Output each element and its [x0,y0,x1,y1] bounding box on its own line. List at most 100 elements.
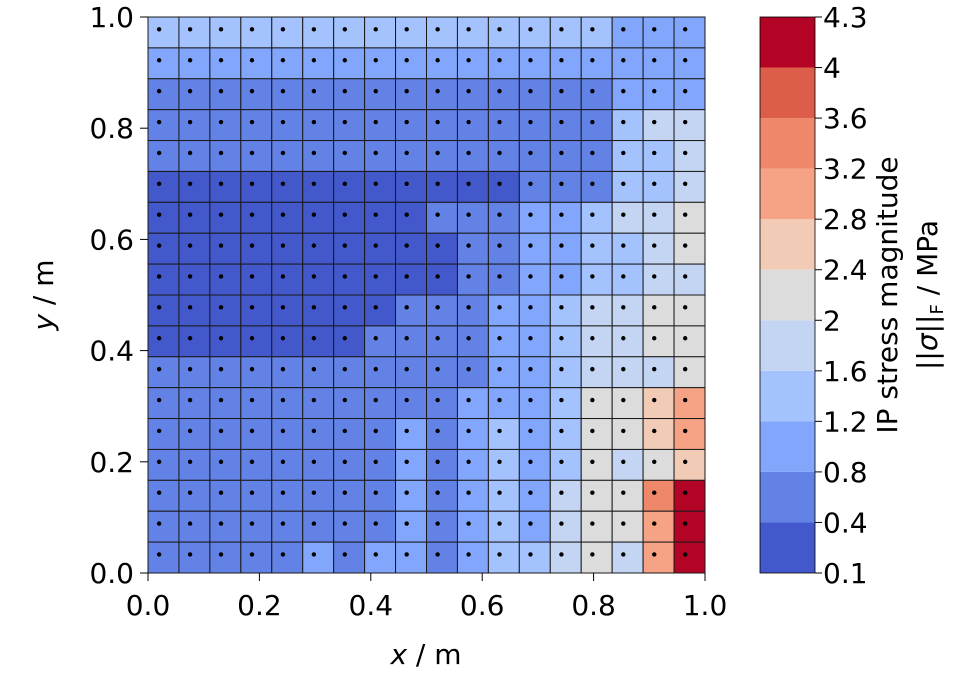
mesh-node [373,150,378,156]
heatmap-cell [642,387,675,420]
heatmap-cell [240,16,273,49]
mesh-node [218,88,224,94]
heatmap-cell [333,510,366,543]
colorbar: 0.1 0.4 0.8 1.2 1.6 2 2.4 2.8 3.2 3.6 4 4.3 [759,1,868,590]
heatmap-cell [611,78,644,111]
heatmap-cell [673,201,706,234]
mesh-node [497,366,502,372]
heatmap-cell [240,294,273,327]
heatmap-cell [209,232,242,265]
heatmap-cell [673,232,706,265]
heatmap-cell [147,418,180,450]
mesh-node [497,181,502,186]
heatmap-cell [271,140,304,172]
mesh-node [156,150,162,156]
heatmap-cell [487,356,520,389]
heatmap-cell [209,140,242,172]
mesh-node [621,521,626,526]
mesh-node [435,397,440,403]
mesh-node [435,58,440,63]
mesh-node [497,490,502,495]
heatmap-cell [611,325,644,358]
mesh-node [435,459,440,464]
heatmap-cell [302,294,335,327]
mesh-node [497,27,502,32]
mesh-node [590,181,595,186]
heatmap-cell [395,78,427,111]
heatmap-cell [271,294,304,327]
mesh-node [652,366,657,372]
heatmap-cell [395,356,427,389]
heatmap-cell [364,294,397,327]
heatmap-cell [364,78,397,111]
mesh-node [249,274,255,279]
mesh-node [218,397,224,403]
heatmap-cell [209,541,242,574]
heatmap-cell [518,541,551,574]
heatmap-cell [364,263,397,296]
mesh-node [373,243,378,248]
mesh-node [621,88,626,94]
mesh-node [404,119,409,125]
heatmap-cell [426,325,458,358]
heatmap-cell [240,263,273,296]
heatmap-cell [240,479,273,512]
mesh-node [280,397,286,403]
heatmap-cell [611,232,644,265]
colorbar-tick-label: 3.2 [823,153,868,186]
heatmap-cell [487,16,520,49]
heatmap-cell [611,418,644,450]
mesh-node [311,459,317,464]
heatmap-cell [147,140,180,172]
heatmap-cell [673,294,706,327]
mesh-node [652,150,657,156]
heatmap-cell [580,541,613,574]
heatmap-cell [271,479,304,512]
mesh-node [590,336,595,341]
colorbar-tick-label: 2.4 [823,254,868,287]
mesh-node [466,181,471,186]
heatmap-cell [549,170,582,203]
mesh-node [187,459,193,464]
heatmap-cell [333,325,366,358]
heatmap-cell [518,387,551,420]
mesh-node [435,243,440,248]
mesh-node [218,58,224,63]
heatmap-cell [456,170,489,203]
mesh-node [373,88,378,94]
heatmap-cell [147,510,180,543]
heatmap-cell [456,140,489,172]
heatmap-cell [364,109,397,142]
heatmap-cell [209,263,242,296]
mesh-node [187,243,193,248]
mesh-node [342,181,348,186]
heatmap-cell [518,78,551,111]
heatmap-cell [580,294,613,327]
heatmap-cell [580,356,613,389]
heatmap-cell [518,170,551,203]
mesh-node [187,490,193,495]
mesh-node [156,336,162,341]
mesh-node [249,305,255,310]
mesh-node [435,305,440,310]
heatmap-cell [487,170,520,203]
mesh-node [652,552,657,557]
mesh-node [280,459,286,464]
heatmap-cell [333,232,366,265]
mesh-node [497,397,502,403]
heatmap-cell [364,356,397,389]
mesh-node [187,119,193,125]
mesh-node [435,552,440,557]
mesh-node [404,305,409,310]
mesh-node [218,521,224,526]
heatmap-cell [178,325,211,358]
heatmap-cell [240,510,273,543]
heatmap-cell [395,140,427,172]
heatmap-cell [178,510,211,543]
mesh-node [528,88,533,94]
mesh-node [682,366,688,372]
heatmap-cell [487,479,520,512]
colorbar-bin [760,118,815,169]
heatmap-cell [271,387,304,420]
mesh-node [311,490,317,495]
